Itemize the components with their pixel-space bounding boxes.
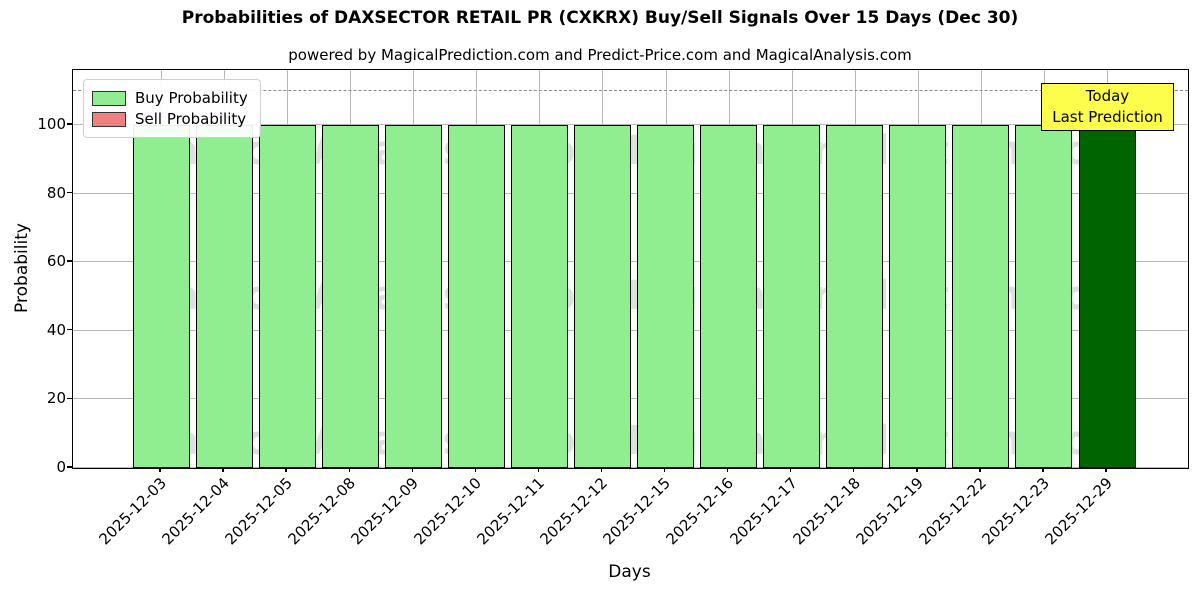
x-tick-mark (159, 467, 161, 472)
x-tick-mark (537, 467, 540, 472)
threshold-dashed-line (73, 89, 1188, 91)
y-gridline (73, 123, 1188, 125)
x-tick-mark (663, 467, 666, 472)
buy-probability-bar (826, 124, 884, 468)
buy-probability-bar (195, 124, 253, 468)
y-tick-label: 80 (46, 183, 66, 202)
x-tick-mark (222, 467, 224, 472)
x-tick-mark (979, 467, 981, 472)
legend-row-sell: Sell Probability (92, 110, 248, 128)
buy-probability-bar (700, 124, 758, 468)
x-tick-mark (1105, 467, 1107, 472)
x-tick-mark (726, 467, 729, 472)
x-tick-mark (348, 467, 350, 472)
buy-probability-bar (510, 124, 568, 468)
buy-probability-bar (889, 124, 947, 468)
x-tick-label: 2025-12-05 (221, 474, 296, 549)
today-annotation-line2: Last Prediction (1052, 108, 1163, 126)
y-tick-label: 0 (56, 458, 66, 476)
buy-probability-bar (258, 124, 316, 468)
legend-label-sell: Sell Probability (135, 110, 247, 128)
buy-probability-bar (637, 124, 695, 468)
x-tick-label: 2025-12-12 (536, 474, 612, 549)
chart-title: Probabilities of DAXSECTOR RETAIL PR (CX… (181, 8, 1019, 28)
x-tick-mark (916, 467, 918, 472)
legend-label-buy: Buy Probability (135, 89, 248, 107)
y-tick-label: 20 (46, 389, 66, 408)
y-tick-mark (67, 191, 72, 194)
legend-row-buy: Buy Probability (92, 89, 248, 107)
x-tick-mark (790, 467, 792, 472)
x-tick-mark (853, 467, 855, 472)
x-tick-mark (474, 467, 477, 472)
buy-probability-bar (132, 124, 190, 468)
x-tick-label: 2025-12-04 (158, 474, 233, 549)
y-tick-mark (67, 466, 72, 468)
chart-subtitle: powered by MagicalPrediction.com and Pre… (288, 46, 912, 64)
x-tick-mark (1042, 467, 1044, 472)
x-tick-label: 2025-12-11 (473, 474, 549, 549)
plot-area: MagicalAnalysis.comMagicalPrediction.com… (72, 69, 1189, 469)
x-tick-label: 2025-12-03 (95, 474, 170, 549)
sell-color-swatch (92, 111, 126, 127)
buy-probability-bar (447, 124, 505, 468)
buy-probability-bar (1078, 124, 1136, 468)
x-tick-mark (411, 467, 413, 472)
buy-probability-bar (952, 124, 1010, 468)
today-annotation: Today Last Prediction (1041, 83, 1174, 131)
buy-probability-bar (321, 124, 379, 468)
buy-probability-bar (384, 124, 442, 468)
y-tick-mark (67, 123, 72, 125)
x-tick-mark (285, 467, 287, 472)
x-tick-label: 2025-12-16 (662, 474, 738, 549)
y-tick-label: 60 (46, 252, 66, 271)
x-tick-label: 2025-12-09 (347, 474, 422, 549)
x-tick-label: 2025-12-10 (410, 474, 486, 549)
buy-probability-bar (573, 124, 631, 468)
y-tick-label: 100 (37, 114, 66, 133)
y-tick-mark (67, 397, 72, 400)
y-tick-mark (67, 260, 72, 262)
x-tick-label: 2025-12-23 (978, 474, 1053, 549)
x-tick-label: 2025-12-22 (915, 474, 990, 549)
y-tick-mark (67, 329, 72, 331)
x-tick-label: 2025-12-08 (284, 474, 359, 549)
y-tick-label: 40 (46, 320, 66, 339)
x-axis-label: Days (608, 562, 651, 582)
x-tick-mark (600, 467, 603, 472)
buy-probability-bar (763, 124, 821, 468)
buy-color-swatch (92, 90, 126, 106)
chart-legend: Buy Probability Sell Probability (83, 79, 261, 138)
buy-probability-bar (1015, 124, 1073, 468)
x-tick-label: 2025-12-29 (1041, 474, 1116, 549)
x-tick-label: 2025-12-17 (726, 474, 801, 549)
today-annotation-line1: Today (1085, 87, 1130, 105)
